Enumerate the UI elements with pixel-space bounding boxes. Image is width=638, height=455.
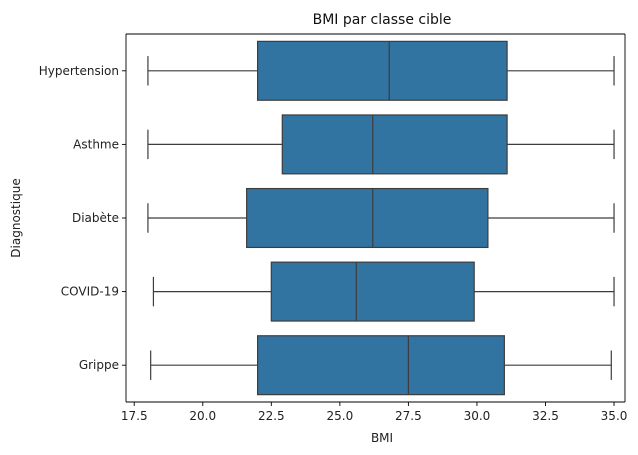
x-tick-label: 20.0 bbox=[189, 409, 216, 423]
box-grippe bbox=[257, 335, 505, 396]
x-tick-label: 35.0 bbox=[601, 409, 628, 423]
x-axis-label: BMI bbox=[371, 431, 393, 445]
x-tick-label: 22.5 bbox=[258, 409, 285, 423]
x-tick-label: 30.0 bbox=[464, 409, 491, 423]
y-tick-label: Hypertension bbox=[39, 64, 119, 78]
x-tick-label: 32.5 bbox=[532, 409, 559, 423]
x-tick-label: 27.5 bbox=[395, 409, 422, 423]
box-asthme bbox=[281, 114, 508, 175]
chart-title: BMI par classe cible bbox=[313, 12, 452, 28]
y-tick-label: Grippe bbox=[79, 358, 119, 372]
y-tick-label: Asthme bbox=[73, 137, 119, 151]
x-tick-label: 25.0 bbox=[326, 409, 353, 423]
x-tick-label: 17.5 bbox=[121, 409, 148, 423]
box-diab-te bbox=[246, 187, 489, 249]
y-tick-label: COVID-19 bbox=[61, 285, 119, 299]
y-axis-label: Diagnostique bbox=[9, 178, 23, 257]
plot-area: 17.5 20.0 22.5 25.0 27.5 30.0 32.5 35.0 Hyperten… bbox=[39, 33, 628, 423]
box-hypertension bbox=[257, 40, 508, 101]
y-tick-label: Diabète bbox=[72, 211, 119, 225]
box-covid-19 bbox=[270, 261, 475, 322]
